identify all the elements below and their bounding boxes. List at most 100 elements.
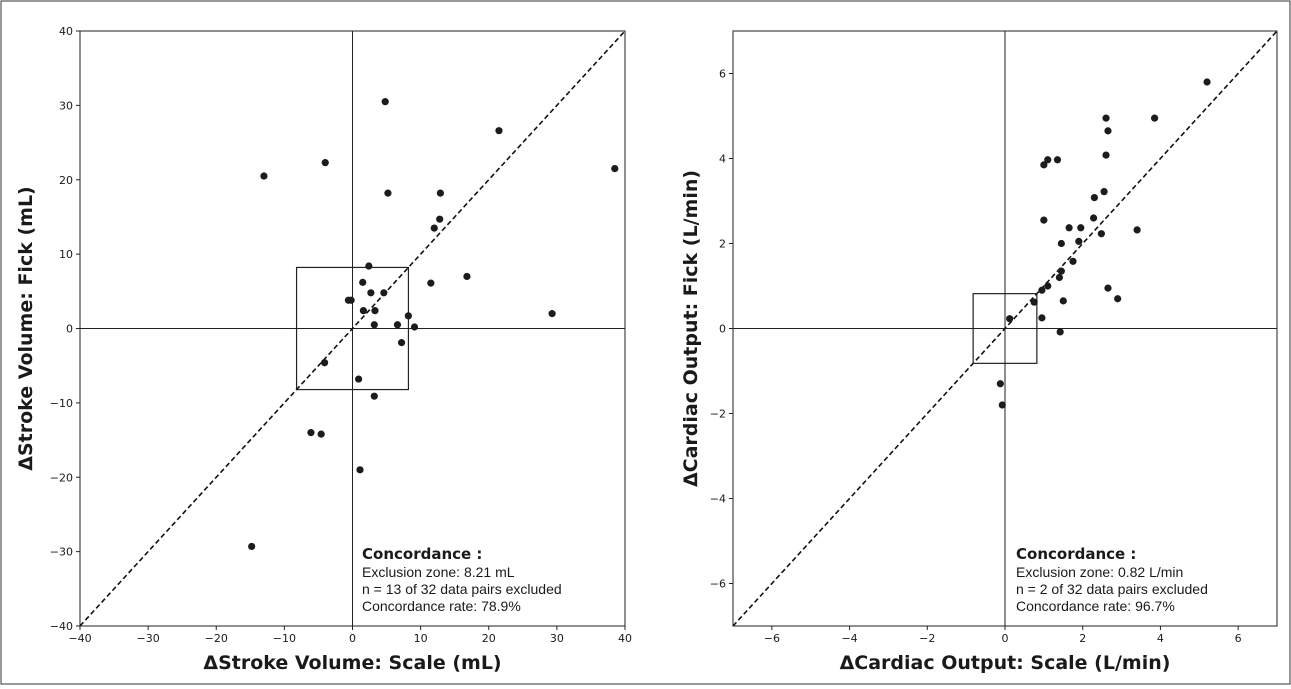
sv-data-point — [248, 542, 256, 551]
sv-y-tick-label: 10 — [59, 248, 73, 261]
stroke-volume-panel: −40 −30 −20 −10 0 10 20 30 40 −40 −30 −20 −10 0 10 20 30… — [15, 25, 632, 674]
co-concordance-title: Concordance : — [1016, 545, 1136, 563]
co-data-point — [1040, 161, 1048, 169]
co-identity-line — [732, 30, 1278, 627]
sv-data-point — [495, 127, 503, 135]
co-data-point — [996, 380, 1004, 388]
co-y-tick-label: −4 — [710, 493, 726, 506]
sv-data-point — [320, 359, 329, 367]
co-data-point — [1104, 284, 1112, 292]
sv-data-point — [463, 272, 471, 281]
co-data-point — [1044, 156, 1052, 164]
sv-data-point — [356, 466, 364, 474]
sv-x-tick-label: 20 — [482, 632, 496, 645]
sv-x-axis-title: ΔStroke Volume: Scale (mL) — [203, 652, 501, 674]
co-y-tick-label: −2 — [710, 408, 726, 421]
sv-identity-line — [79, 30, 626, 627]
co-data-point — [1040, 216, 1048, 224]
sv-y-tick-label: 40 — [59, 25, 73, 38]
cardiac-output-panel: −6 −4 −2 0 2 4 6 −6 −4 −2 0 2 4 6 ΔCardiac Output: Sca… — [680, 30, 1278, 674]
co-data-point — [1114, 295, 1122, 303]
co-data-point — [1038, 286, 1046, 294]
sv-concordance-title: Concordance : — [362, 545, 482, 563]
co-data-point — [1053, 156, 1062, 164]
co-data-point — [1044, 282, 1052, 290]
sv-x-tick-label: 0 — [349, 632, 356, 645]
co-data-point — [1133, 226, 1141, 234]
co-data-point — [1030, 298, 1038, 306]
sv-data-point — [410, 323, 419, 331]
co-data-point — [1100, 188, 1108, 196]
co-data-point — [1057, 267, 1065, 275]
co-data-point — [1075, 237, 1083, 245]
sv-y-tick-label: 0 — [66, 323, 73, 336]
co-data-point — [1065, 224, 1073, 232]
co-x-tick-label: −6 — [764, 632, 780, 645]
co-data-point — [998, 401, 1006, 409]
sv-concordance-line: Exclusion zone: 8.21 mL — [362, 564, 515, 580]
sv-x-tick-label: −40 — [68, 632, 91, 645]
co-y-tick-label: 0 — [719, 323, 726, 336]
co-y-tick-label: 2 — [719, 238, 726, 251]
co-data-point — [1006, 315, 1014, 323]
sv-data-point — [393, 321, 402, 329]
sv-y-tick-label: −30 — [50, 546, 73, 559]
sv-exclusion-zone — [295, 266, 410, 391]
co-concordance-line: Exclusion zone: 0.82 L/min — [1016, 564, 1183, 580]
sv-x-tick-label: −30 — [137, 632, 160, 645]
co-exclusion-zone — [972, 293, 1038, 364]
sv-data-point — [397, 339, 406, 347]
sv-y-tick-label: −10 — [50, 397, 73, 410]
co-y-tick-label: −6 — [710, 578, 726, 591]
sv-x-tick-label: 30 — [550, 632, 564, 645]
sv-data-point — [359, 278, 367, 286]
co-concordance-line: Concordance rate: 96.7% — [1016, 598, 1175, 614]
co-data-point — [1056, 328, 1064, 336]
sv-data-point — [548, 310, 556, 318]
co-data-point — [1059, 297, 1067, 305]
sv-concordance-line: Concordance rate: 78.9% — [362, 598, 521, 614]
sv-x-tick-label: −10 — [273, 632, 296, 645]
sv-data-point — [359, 307, 367, 315]
sv-data-point — [380, 289, 388, 297]
sv-data-point — [384, 189, 392, 197]
co-data-point — [1057, 239, 1065, 248]
sv-y-tick-label: 20 — [59, 174, 73, 187]
sv-y-axis-title: ΔStroke Volume: Fick (mL) — [15, 186, 37, 470]
sv-data-point — [355, 375, 363, 383]
sv-y-tick-label: −40 — [50, 620, 73, 633]
sv-data-point — [307, 429, 315, 437]
sv-x-tick-label: −20 — [205, 632, 228, 645]
co-x-axis-title: ΔCardiac Output: Scale (L/min) — [840, 652, 1171, 674]
sv-data-point — [370, 392, 378, 400]
co-data-point — [1097, 230, 1105, 238]
co-data-point — [1090, 194, 1098, 202]
sv-data-point — [260, 172, 268, 180]
co-x-tick-label: 0 — [1002, 632, 1009, 645]
sv-data-point — [365, 262, 373, 270]
co-data-point — [1069, 257, 1077, 265]
co-y-tick-label: 6 — [719, 68, 726, 81]
sv-data-point — [367, 289, 375, 297]
co-data-point — [1102, 151, 1110, 159]
sv-y-tick-label: −20 — [50, 471, 73, 484]
sv-data-point — [611, 164, 619, 173]
sv-data-point — [317, 430, 325, 438]
co-data-point — [1203, 78, 1211, 86]
sv-data-point — [370, 321, 378, 329]
co-data-point — [1104, 127, 1112, 135]
sv-x-tick-label: 10 — [414, 632, 428, 645]
sv-data-point — [436, 215, 444, 223]
co-data-point — [1055, 273, 1063, 282]
sv-data-point — [436, 189, 444, 197]
co-x-tick-label: 6 — [1235, 632, 1242, 645]
co-x-tick-label: −2 — [919, 632, 935, 645]
sv-data-point — [430, 224, 438, 232]
sv-data-point — [371, 307, 379, 315]
co-y-tick-label: 4 — [719, 153, 726, 166]
sv-data-point — [347, 296, 355, 304]
co-concordance-line: n = 2 of 32 data pairs excluded — [1016, 581, 1208, 597]
